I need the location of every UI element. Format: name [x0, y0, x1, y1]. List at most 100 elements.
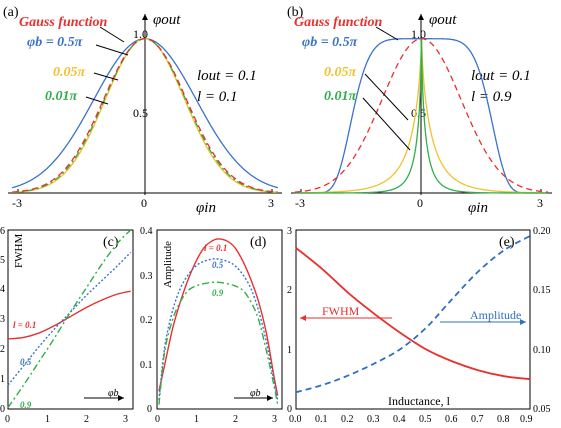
panel-e-xtick: 0.9: [520, 414, 533, 425]
panel-b-legend-phib: φb = 0.5π: [302, 35, 358, 50]
panel-e-ytick: 0: [287, 404, 292, 415]
panel-e-yticks-left: 0 1 2 3: [287, 226, 292, 415]
panel-b-xtick-0: 0: [417, 196, 423, 210]
panel-c-series-0.9: [7, 229, 132, 408]
panel-d-xtick: 1: [194, 414, 199, 425]
panel-e-series-fwhm: [295, 247, 531, 381]
panel-e-ytick: 3: [287, 226, 292, 237]
panel-a: (a) -3 0 3 0.5 1.0 φout φin lout = 0.1 l…: [3, 5, 282, 216]
panel-d-xlabel: φb: [250, 388, 261, 399]
panel-a-ylabel: φout: [153, 12, 181, 28]
panel-a-legend-gauss: Gauss function: [19, 15, 108, 30]
panel-e-y2tick: 0.20: [533, 226, 551, 237]
panel-d-ytick: 0.3: [140, 271, 153, 282]
panel-c-ytick: 2: [0, 344, 5, 355]
panel-e-xtick: 0.6: [445, 414, 458, 425]
panel-d-xtick: 2: [233, 414, 238, 425]
panel-e-y2tick: 0.05: [533, 404, 551, 415]
panel-a-legend-0.01pi: 0.01π: [45, 89, 78, 104]
panel-e-xtick: 0.3: [367, 414, 380, 425]
panel-b-series-gauss: [294, 38, 549, 193]
panel-e-xlabel: Inductance, l: [388, 394, 451, 408]
panel-d-series-0.9: [158, 281, 279, 405]
panel-b-xtick-neg3: -3: [295, 196, 305, 210]
panel-e-xtick: 0.1: [315, 414, 328, 425]
panel-e-xtick: 0.8: [497, 414, 510, 425]
panel-c-ytick: 5: [0, 255, 5, 266]
panel-c-ylabel: FWHM: [13, 234, 25, 268]
panel-d-xticks: 0 1 2 3: [155, 414, 277, 425]
panel-c-curves: [7, 229, 132, 408]
panel-e-xtick: 0.4: [393, 414, 406, 425]
panel-d-ytick: 0: [147, 404, 152, 415]
panel-e-y2tick: 0.10: [533, 345, 551, 356]
panel-c-ytick: 3: [0, 314, 5, 325]
panel-c-ytick: 0: [0, 404, 5, 415]
panel-b-legend-0.05pi: 0.05π: [324, 65, 357, 80]
panel-a-label: (a): [3, 5, 19, 20]
panel-a-curves: [11, 38, 279, 194]
panel-d-series-label-l0.1: l = 0.1: [204, 243, 227, 253]
panel-a-xtick-neg3: -3: [12, 196, 22, 210]
panel-d-series-label-0.5: 0.5: [212, 260, 224, 270]
panel-c-xticks: 0 1 2 3: [5, 414, 128, 425]
panel-a-ytick-0.5: 0.5: [133, 106, 148, 120]
panel-b-legend-gauss: Gauss function: [294, 15, 383, 30]
panel-d-ytick: 0.2: [140, 315, 153, 326]
panel-e: (e) 0 1 2 3 0.05 0.10 0.15 0.20 0.0 0.1 …: [287, 226, 551, 425]
panel-a-xtick-3: 3: [268, 196, 274, 210]
panel-b: (b) -3 0 3 0.5 1.0 φout φin lout = 0.1 l…: [287, 5, 552, 216]
panel-b-annot-l: l = 0.9: [471, 89, 512, 105]
panel-b-legend-0.01pi: 0.01π: [324, 89, 357, 104]
panel-d-ytick: 0.1: [140, 360, 153, 371]
panel-d-ytick: 0.4: [140, 226, 153, 237]
panel-e-y2tick: 0.15: [533, 285, 551, 296]
panel-e-fwhm-label: FWHM: [322, 304, 360, 318]
panel-c-xlabel: φb: [108, 388, 119, 399]
panel-b-xtick-3: 3: [537, 196, 543, 210]
panel-a-series-gauss: [12, 38, 278, 193]
panel-d-xtick: 3: [272, 414, 277, 425]
panel-d-series-l-0.1: [158, 238, 279, 396]
panel-b-ytick-1.0: 1.0: [411, 27, 426, 41]
panel-e-xtick: 0.0: [289, 414, 302, 425]
panel-a-ytick-1.0: 1.0: [133, 27, 148, 41]
panel-c-series-label-0.9: 0.9: [20, 400, 32, 410]
panel-a-xtick-0: 0: [141, 196, 147, 210]
panel-d-series-label-0.9: 0.9: [212, 288, 224, 298]
panel-a-annot-l: l = 0.1: [197, 89, 238, 105]
panel-e-xticks: 0.0 0.1 0.2 0.3 0.4 0.5 0.6 0.7 0.8 0.9: [289, 414, 533, 425]
panel-e-series-amplitude: [295, 235, 531, 394]
panel-c-series-0.5: [7, 251, 132, 386]
panel-b-curves: [294, 38, 549, 194]
panel-d-curves: [158, 238, 279, 405]
panel-a-legend-phib: φb = 0.5π: [27, 35, 83, 50]
panel-e-ytick: 2: [287, 285, 292, 296]
panel-c-ytick: 4: [0, 284, 5, 295]
panel-d-yticks: 0 0.1 0.2 0.3 0.4: [140, 226, 153, 415]
panel-c-ytick: 6: [0, 226, 5, 237]
panel-b-xlabel: φin: [468, 200, 488, 216]
panel-c-ytick: 1: [0, 374, 5, 385]
panel-a-xlabel: φin: [196, 200, 216, 216]
panel-b-annot-lout: lout = 0.1: [471, 68, 531, 84]
panel-d-xtick: 0: [155, 414, 160, 425]
panel-d-label: (d): [250, 235, 267, 250]
panel-c-xtick: 2: [84, 414, 89, 425]
panel-e-amplitude-label: Amplitude: [470, 308, 521, 322]
panel-d: (d) 0 0.1 0.2 0.3 0.4 0 1 2 3 Amplitude …: [140, 226, 283, 425]
panel-b-ylabel: φout: [429, 12, 457, 28]
panel-a-annot-lout: lout = 0.1: [197, 68, 257, 84]
panel-c: (c) 0 1 2 3 4 5 6 0 1 2 3 FWHM φb l = 0.…: [0, 226, 134, 425]
panel-e-xtick: 0.2: [341, 414, 354, 425]
panel-c-yticks: 0 1 2 3 4 5 6: [0, 226, 5, 415]
panel-e-xtick: 0.7: [471, 414, 484, 425]
panel-a-legend-0.05pi: 0.05π: [53, 65, 86, 80]
panel-e-yticks-right: 0.05 0.10 0.15 0.20: [533, 226, 551, 415]
panel-e-xtick: 0.5: [419, 414, 432, 425]
panel-c-series-label-0.5: 0.5: [20, 357, 32, 367]
panel-d-series-0.5: [158, 258, 279, 401]
panel-c-xtick: 1: [45, 414, 50, 425]
panel-b-label: (b): [287, 5, 304, 20]
